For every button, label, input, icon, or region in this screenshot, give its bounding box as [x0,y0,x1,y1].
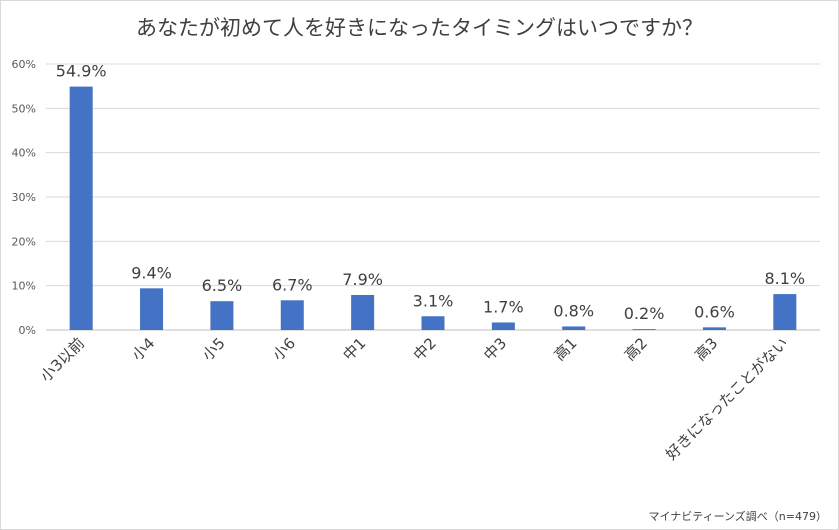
x-tick-label: 好きになったことがない [662,334,791,463]
data-label: 0.6% [694,302,735,321]
bar [351,294,375,330]
y-tick-label: 30% [12,191,36,204]
x-tick-label: 高1 [550,334,580,364]
bar [773,294,797,330]
y-axis-ticks: 0% 10% 20% 30% 40% 50% 60% [12,58,36,337]
x-tick-label: 小3以前 [37,334,88,385]
bar [69,86,93,330]
x-tick-label: 中3 [480,334,510,364]
data-label: 8.1% [764,269,805,288]
x-tick-label: 小6 [269,334,299,364]
data-label: 0.8% [553,301,594,320]
data-label: 1.7% [483,297,524,316]
data-label: 7.9% [342,270,383,289]
y-tick-label: 20% [12,235,36,248]
data-label: 6.7% [272,275,313,294]
chart-title: あなたが初めて人を好きになったタイミングはいつですか？ [136,16,703,40]
bar [210,301,234,330]
data-label: 0.2% [624,304,665,323]
x-tick-label: 高2 [621,334,651,364]
y-tick-label: 40% [12,147,36,160]
y-tick-label: 50% [12,102,36,115]
x-tick-label: 高3 [691,334,721,364]
data-label: 9.4% [131,263,172,282]
bars [69,86,797,330]
data-labels: 54.9% 9.4% 6.5% 6.7% 7.9% 3.1% 1.7% 0.8% 0.2% 0.6… [56,62,805,324]
gridlines [46,63,820,331]
bar [421,316,445,330]
x-tick-label: 中1 [339,334,369,364]
data-label: 54.9% [56,62,107,81]
y-tick-label: 0% [19,324,36,337]
data-label: 6.5% [202,276,243,295]
bar [140,288,164,330]
bar [632,329,656,330]
x-tick-label: 小4 [128,334,158,364]
bar [491,322,515,330]
y-tick-label: 60% [12,58,36,71]
data-label: 3.1% [413,291,454,310]
y-tick-label: 10% [12,280,36,293]
bar [280,300,304,330]
bar [562,326,586,330]
bar [702,327,726,330]
x-tick-label: 中2 [410,334,440,364]
x-tick-label: 小5 [199,334,229,364]
source-note: マイナビティーンズ調べ（n=479） [648,510,827,523]
